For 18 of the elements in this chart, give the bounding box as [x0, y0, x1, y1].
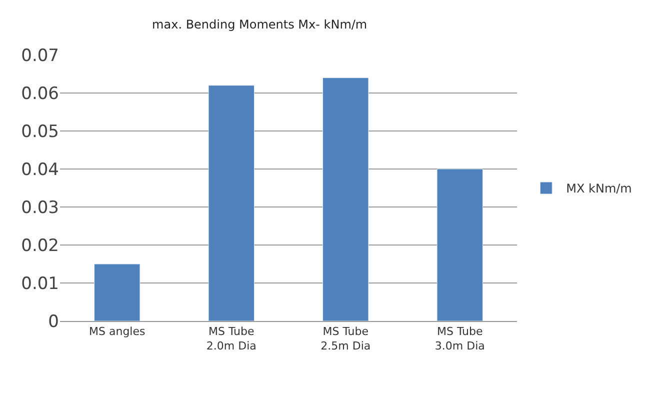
- x-tick-label: MS Tube 2.0m Dia: [206, 325, 256, 352]
- y-tick-label: 0.01: [21, 274, 59, 294]
- x-tick-label: MS Tube 3.0m Dia: [434, 325, 485, 352]
- y-tick-label: 0.07: [21, 46, 59, 66]
- y-tick-label: 0.02: [21, 236, 59, 256]
- y-tick-label: 0.06: [21, 84, 59, 104]
- y-tick-label: 0: [48, 312, 59, 332]
- legend-label: MX kNm/m: [566, 182, 632, 196]
- bar: [208, 85, 254, 321]
- bar: [436, 168, 483, 321]
- bar: [94, 264, 140, 321]
- chart-title: max. Bending Moments Mx- kNm/m: [152, 17, 368, 32]
- y-tick-label: 0.03: [21, 198, 59, 218]
- x-tick-label: MS angles: [89, 325, 146, 338]
- y-tick-label: 0.05: [21, 122, 59, 142]
- x-tick-label: MS Tube 2.5m Dia: [320, 325, 371, 352]
- y-tick-label: 0.04: [21, 160, 59, 180]
- bar: [322, 78, 369, 321]
